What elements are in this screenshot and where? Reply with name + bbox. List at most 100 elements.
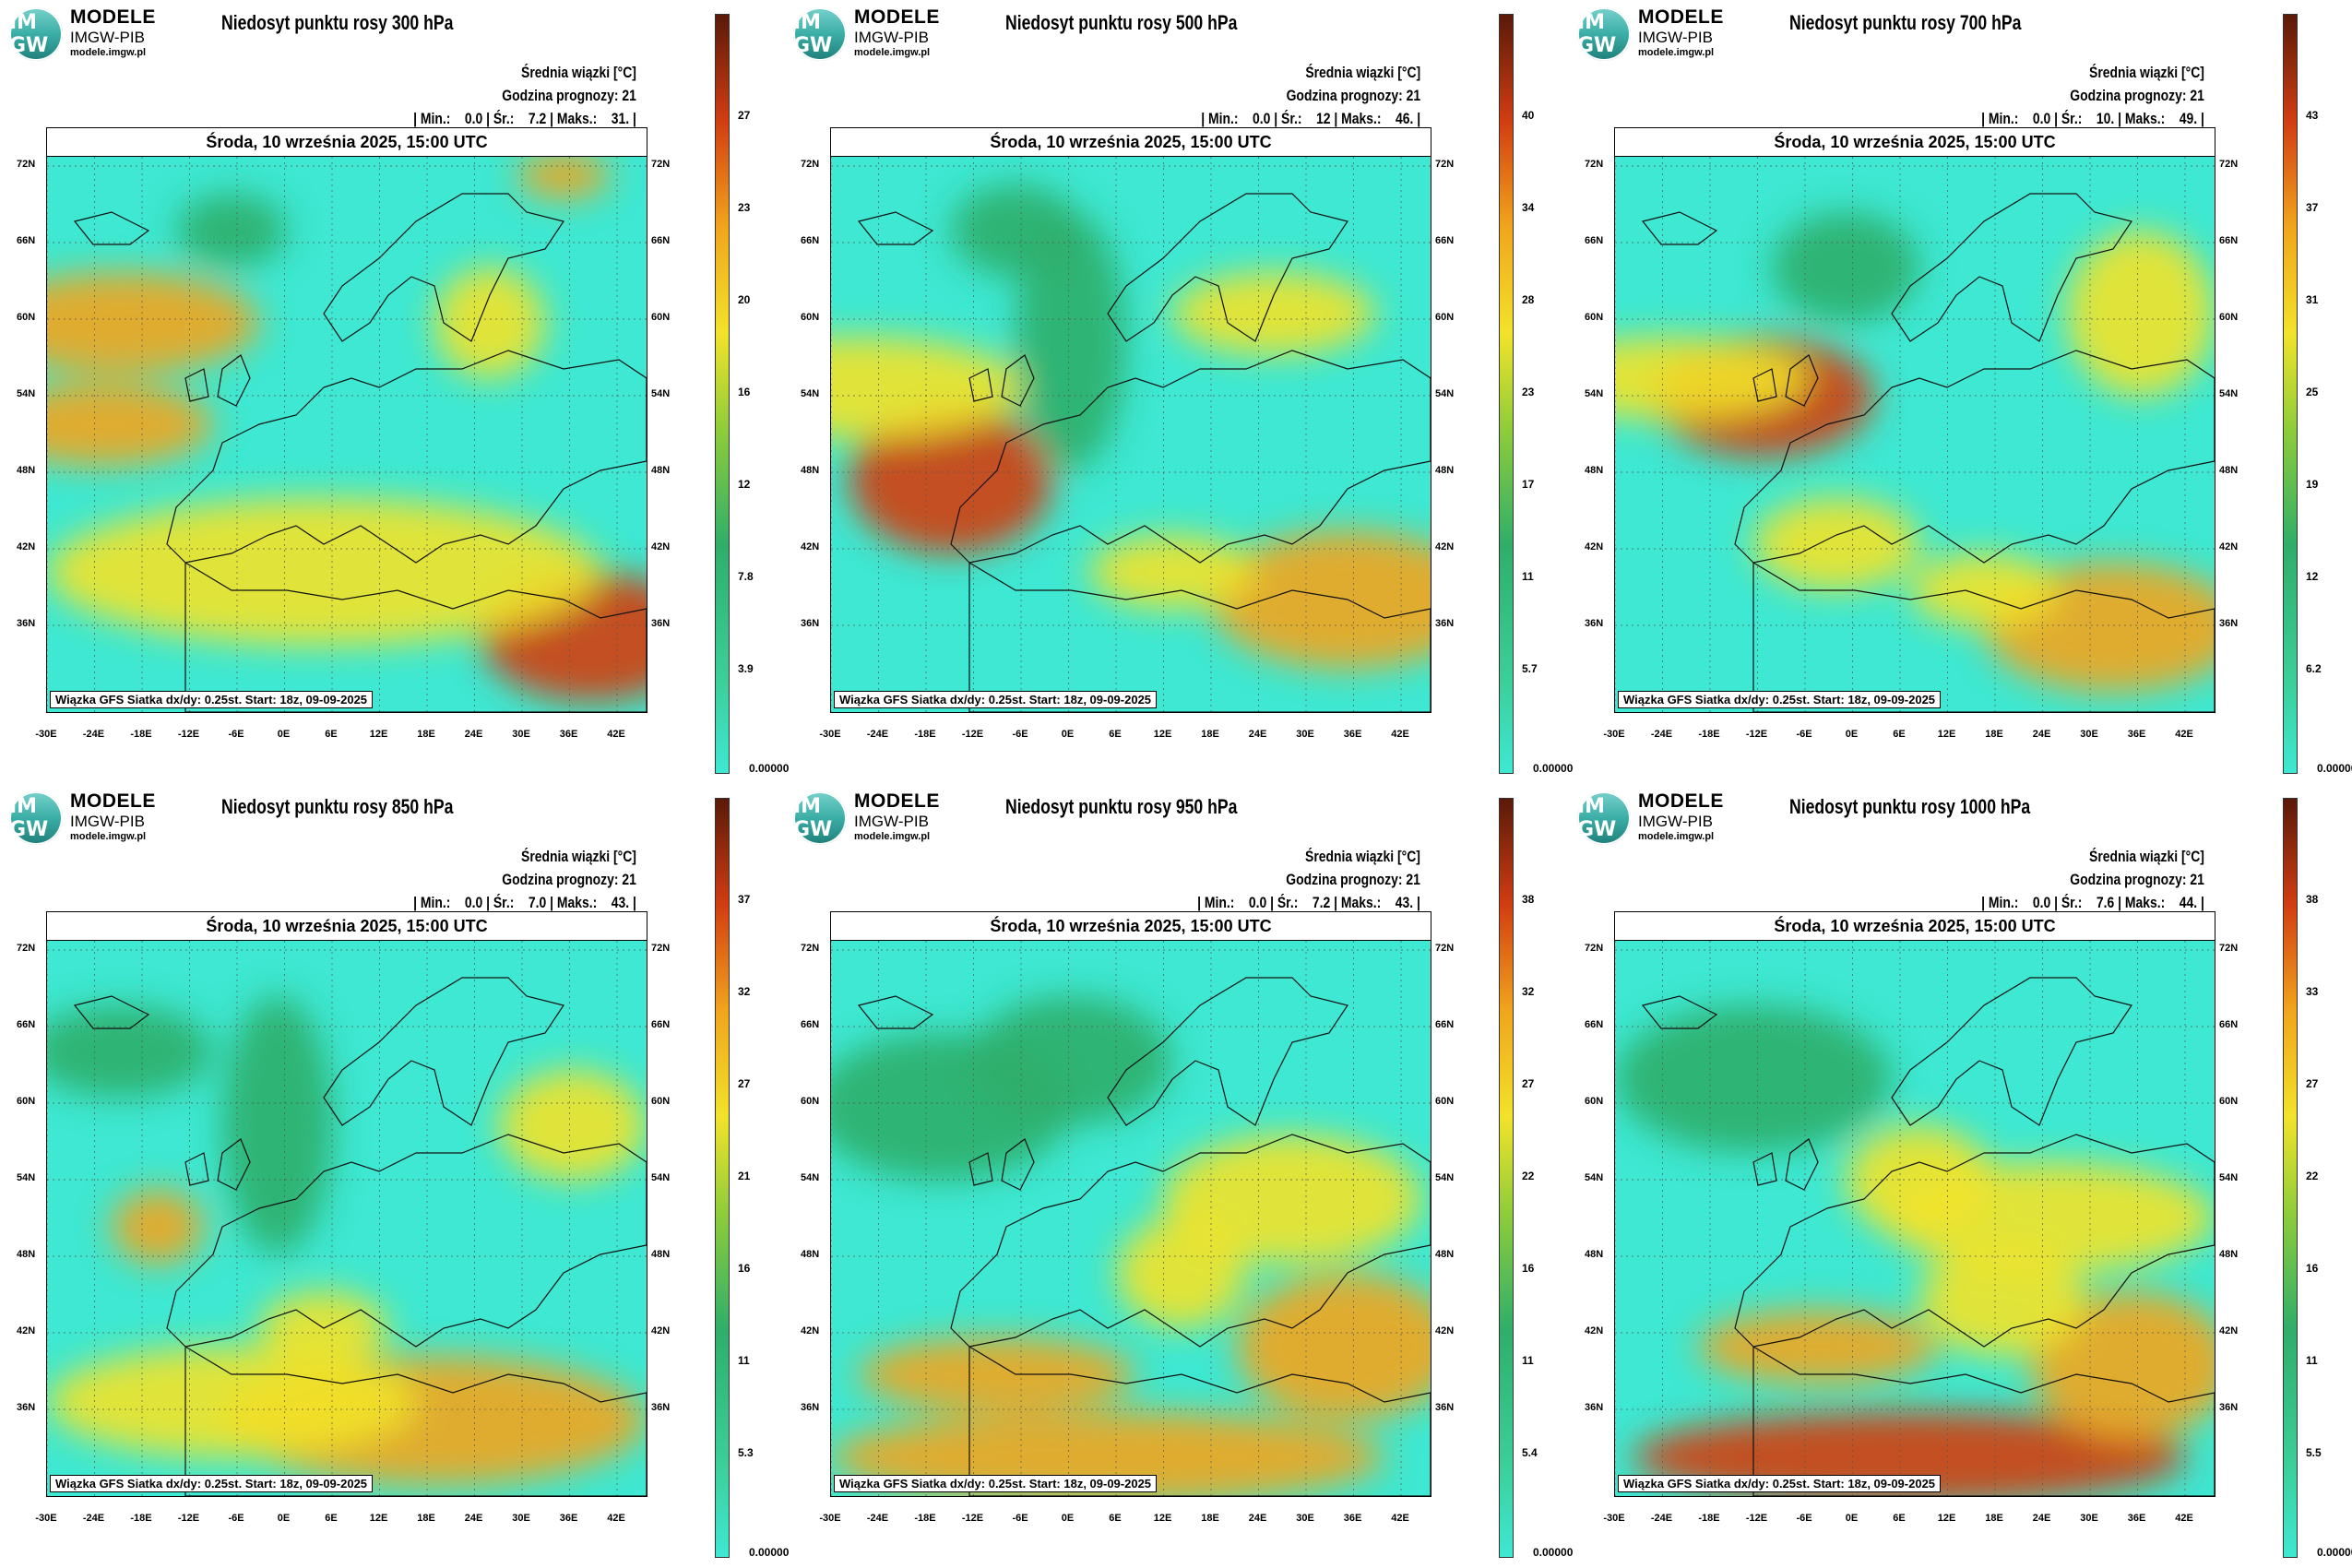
lat-label-right: 54N: [1435, 388, 1455, 399]
lon-label: -6E: [228, 729, 244, 740]
coastline: [857, 977, 1431, 1496]
colorbar-tick: 31: [2306, 293, 2319, 306]
colorbar: [715, 798, 730, 1558]
field-blob: [1753, 498, 1919, 590]
lon-label: -18E: [130, 1513, 152, 1524]
colorbar: [1499, 14, 1514, 774]
field-blob: [499, 1070, 647, 1181]
colorbar-tick: 22: [1522, 1170, 1535, 1182]
map-area[interactable]: Wiązka GFS Siatka dx/dy: 0.25st. Start: …: [47, 941, 647, 1496]
lat-label-left: 36N: [17, 618, 36, 629]
lat-label-right: 60N: [651, 1096, 671, 1107]
lat-label-left: 60N: [1585, 1096, 1604, 1107]
colorbar-tick: 37: [738, 893, 751, 906]
colorbar-tick: 11: [738, 1354, 750, 1367]
colorbar-tick: 38: [1522, 893, 1535, 906]
logo-line2: IMGW-PIB: [70, 29, 145, 46]
lon-label: -6E: [1796, 729, 1812, 740]
lon-label: -30E: [35, 1513, 57, 1524]
lon-label: -12E: [177, 1513, 200, 1524]
logo-text: MODELE IMGW-PIB modele.imgw.pl: [1638, 791, 1724, 842]
colorbar-tick: 25: [2306, 386, 2319, 398]
colorbar-tick: 16: [738, 386, 751, 398]
imgw-logo: IM GW MODELE IMGW-PIB modele.imgw.pl: [1577, 791, 1734, 845]
lon-label: 30E: [1296, 729, 1314, 740]
map-area[interactable]: Wiązka GFS Siatka dx/dy: 0.25st. Start: …: [1615, 941, 2215, 1496]
lon-label: 6E: [1893, 1513, 1906, 1524]
imgw-logo: IM GW MODELE IMGW-PIB modele.imgw.pl: [9, 791, 166, 845]
colorbar-tick: 33: [2306, 985, 2319, 998]
lat-label-right: 72N: [1435, 943, 1455, 954]
lat-label-right: 36N: [2219, 618, 2239, 629]
colorbar-tick: 43: [2306, 109, 2319, 122]
lat-label-right: 60N: [651, 312, 671, 323]
valid-date: Środa, 10 września 2025, 15:00 UTC: [47, 912, 647, 941]
coastline: [73, 977, 647, 1496]
map-frame: Środa, 10 września 2025, 15:00 UTC Wiązka…: [1614, 911, 2215, 1497]
lat-label-right: 36N: [1435, 618, 1455, 629]
map-area[interactable]: Wiązka GFS Siatka dx/dy: 0.25st. Start: …: [831, 157, 1431, 712]
lon-label: -30E: [1603, 729, 1625, 740]
lon-label: -6E: [1012, 729, 1028, 740]
colorbar-tick: 23: [1522, 386, 1535, 398]
lon-label: -18E: [1698, 729, 1720, 740]
imgw-badge-icon: IM GW: [1577, 7, 1631, 61]
lon-label: 0E: [1845, 1513, 1859, 1524]
lon-label: 42E: [2175, 729, 2193, 740]
map-frame: Środa, 10 września 2025, 15:00 UTC Wiązka…: [1614, 127, 2215, 713]
meta-stats: | Min.: 0.0 | Śr.: 7.2 | Maks.: 31. |: [413, 110, 636, 127]
imgw-logo: IM GW MODELE IMGW-PIB modele.imgw.pl: [9, 6, 166, 61]
lat-label-right: 72N: [651, 159, 671, 170]
lat-label-left: 48N: [1585, 465, 1604, 476]
lon-label: 42E: [607, 729, 625, 740]
colorbar-tick: 5.3: [738, 1446, 754, 1459]
panel-title: Niedosyt punktu rosy 850 hPa: [221, 795, 454, 818]
lon-label: -6E: [1012, 1513, 1028, 1524]
lon-label: 12E: [1937, 729, 1956, 740]
valid-date: Środa, 10 września 2025, 15:00 UTC: [831, 912, 1431, 941]
colorbar-tick: 16: [738, 1262, 751, 1275]
lat-label-left: 72N: [1585, 943, 1604, 954]
lat-label-left: 48N: [17, 465, 36, 476]
model-info: Wiązka GFS Siatka dx/dy: 0.25st. Start: …: [1618, 691, 1942, 708]
field-blob: [47, 1005, 213, 1098]
model-info: Wiązka GFS Siatka dx/dy: 0.25st. Start: …: [834, 691, 1158, 708]
lon-label: -12E: [961, 729, 984, 740]
meta-forecast-hour: Godzina prognozy: 21: [2070, 871, 2204, 888]
coastline: [1641, 977, 2215, 1496]
map-area[interactable]: Wiązka GFS Siatka dx/dy: 0.25st. Start: …: [831, 941, 1431, 1496]
map-area[interactable]: Wiązka GFS Siatka dx/dy: 0.25st. Start: …: [1615, 157, 2215, 712]
logo-line1: MODELE: [1638, 790, 1724, 812]
field-blob: [1117, 1218, 1246, 1328]
colorbar-tick: 6.2: [2306, 662, 2322, 675]
lon-label: 42E: [1391, 729, 1409, 740]
lon-label: 30E: [1296, 1513, 1314, 1524]
map-frame: Środa, 10 września 2025, 15:00 UTC Wiązka…: [46, 127, 647, 713]
lon-label: -24E: [1650, 729, 1673, 740]
map-area[interactable]: Wiązka GFS Siatka dx/dy: 0.25st. Start: …: [47, 157, 647, 712]
lat-label-right: 42N: [651, 1325, 671, 1336]
meta-forecast-hour: Godzina prognozy: 21: [502, 87, 636, 104]
lat-label-right: 54N: [651, 1172, 671, 1183]
lat-label-right: 54N: [651, 388, 671, 399]
colorbar-zero: 0.00000: [2317, 762, 2352, 775]
lon-label: -30E: [35, 729, 57, 740]
lat-label-right: 42N: [651, 541, 671, 552]
lon-label: 24E: [464, 729, 483, 740]
colorbar-tick: 16: [1522, 1262, 1535, 1275]
field-map: [47, 941, 647, 1496]
logo-line2: IMGW-PIB: [854, 29, 929, 46]
lat-label-left: 72N: [801, 943, 820, 954]
lon-label: 18E: [417, 1513, 435, 1524]
imgw-logo: IM GW MODELE IMGW-PIB modele.imgw.pl: [793, 7, 950, 61]
logo-line1: MODELE: [70, 6, 156, 28]
imgw-logo: IM GW MODELE IMGW-PIB modele.imgw.pl: [793, 791, 950, 845]
coastline: [73, 193, 647, 712]
lon-label: 6E: [1109, 729, 1122, 740]
lon-label: 18E: [1985, 729, 2003, 740]
lon-label: 30E: [512, 1513, 530, 1524]
lat-label-right: 66N: [1435, 1019, 1455, 1030]
field-blob: [222, 996, 333, 1254]
colorbar: [715, 14, 730, 774]
